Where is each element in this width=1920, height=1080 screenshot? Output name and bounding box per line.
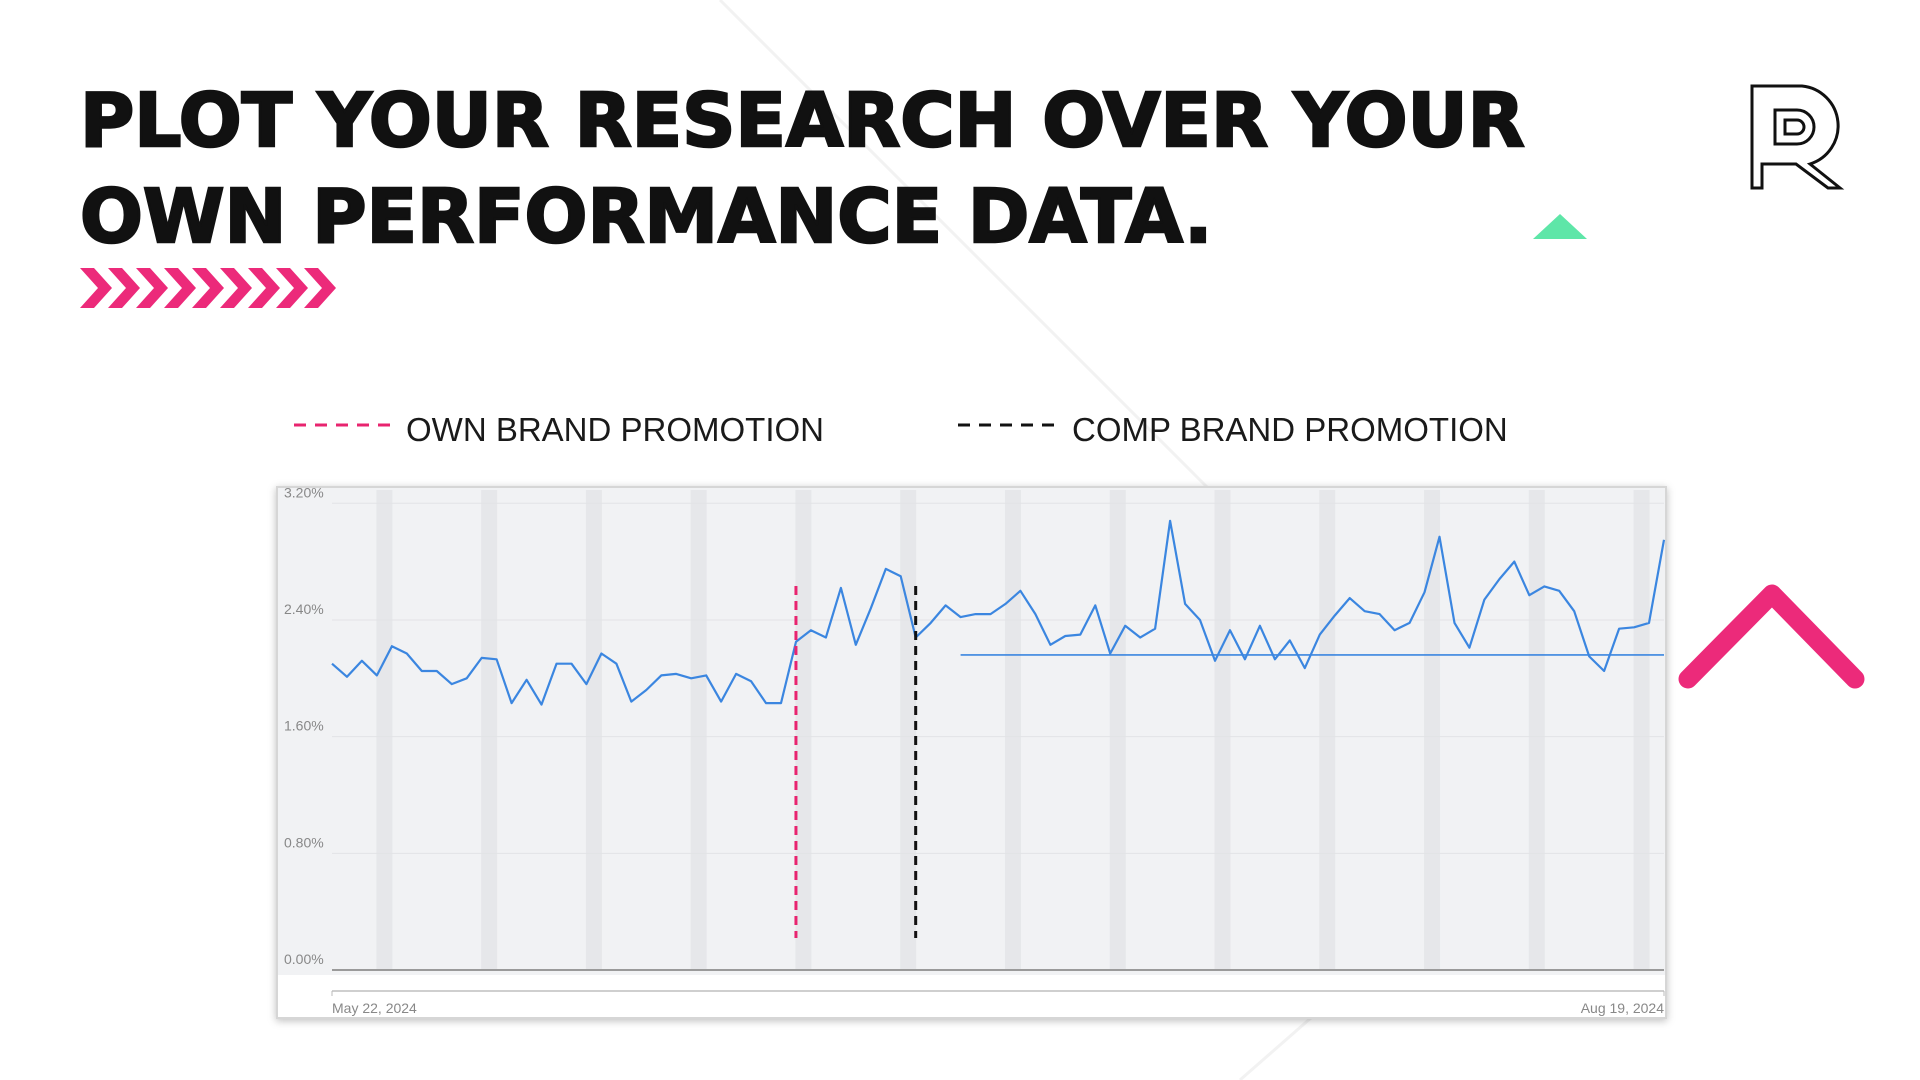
weekend-band — [1633, 490, 1650, 970]
weekend-band — [900, 490, 917, 970]
slide-title: PLOT YOUR RESEARCH OVER YOUR — [80, 78, 1525, 164]
y-tick-label: 0.00% — [284, 951, 324, 967]
data-line — [331, 519, 1666, 706]
background-stroke — [718, 0, 1222, 502]
weekend-band — [1424, 490, 1441, 970]
weekend-band — [690, 490, 707, 970]
legend-label: COMP BRAND PROMOTION — [1072, 411, 1508, 448]
logo — [1750, 84, 1845, 190]
weekend-band — [585, 490, 602, 970]
y-tick-label: 1.60% — [284, 718, 324, 734]
weekend-band — [1528, 490, 1545, 970]
x-tick-label: May 22, 2024 — [332, 1000, 417, 1016]
plot: 0.00% 0.80% 1.60% 2.40% 3.20% May 22, 2024 Aug… — [284, 484, 1666, 1016]
x-tick-label: Aug 19, 2024 — [1581, 1000, 1665, 1016]
triangle-accent — [1533, 214, 1587, 239]
weekend-band — [1319, 490, 1336, 970]
legend-label: OWN BRAND PROMOTION — [406, 411, 824, 448]
weekend-bands — [376, 490, 1650, 970]
weekend-band — [795, 490, 812, 970]
y-tick-label: 0.80% — [284, 834, 324, 850]
slide-title: OWN PERFORMANCE DATA. — [80, 174, 1212, 260]
caret-accent — [1678, 584, 1865, 689]
weekend-band — [1004, 490, 1021, 970]
chevrons — [80, 268, 336, 308]
y-tick-label: 3.20% — [284, 484, 324, 500]
y-tick-label: 2.40% — [284, 601, 324, 617]
weekend-band — [1109, 490, 1126, 970]
weekend-band — [481, 490, 498, 970]
weekend-band — [1214, 490, 1231, 970]
chart-footer — [278, 975, 1665, 1017]
weekend-band — [376, 490, 393, 970]
